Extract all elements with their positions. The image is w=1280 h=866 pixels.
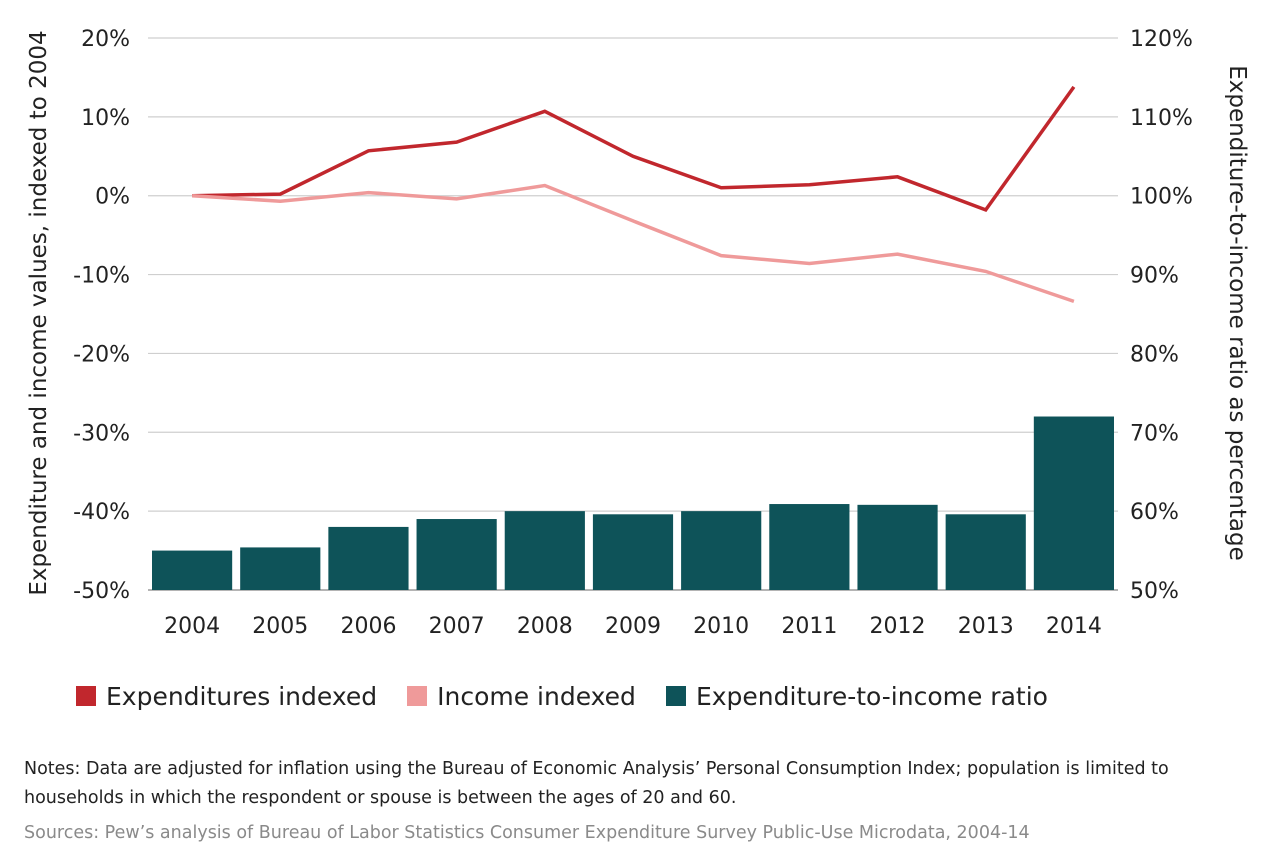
x-tick-label: 2014 [1046,614,1102,639]
legend-swatch-ratio [665,686,686,706]
y-right-tick-label: 90% [1130,264,1179,289]
y-right-tick-label: 120% [1130,27,1193,52]
y-right-tick-label: 70% [1130,421,1179,446]
y-axis-right-label: Expenditure-to-income ratio as percentag… [1224,65,1250,561]
legend-label-ratio: Expenditure-to-income ratio [695,681,1048,711]
sources: Sources: Pew’s analysis of Bureau of Lab… [24,823,1030,843]
y-right-tick-label: 110% [1130,106,1193,131]
y-left-tick-label: -30% [73,421,130,446]
y-left-tick-label: -20% [73,342,130,367]
y-left-tick-label: 20% [81,27,130,52]
y-right-tick-label: 60% [1130,500,1179,525]
tick-labels: 20% 10% 0% -10% -20% -30% -40% -50% 120% 110% 100%… [73,27,1193,639]
legend-label-income: Income indexed [437,681,636,711]
lines [191,85,1076,304]
y-axis-left-label: Expenditure and income values, indexed t… [26,30,52,595]
legend: Expenditures indexed Income indexed Expe… [76,676,1078,716]
x-tick-label: 2009 [605,614,661,639]
bar [416,519,497,590]
legend-item-income: Income indexed [407,682,636,711]
expenditures-indexed-line [192,85,1076,213]
x-tick-label: 2006 [340,614,396,639]
y-left-tick-label: -50% [73,579,130,604]
gridlines [148,37,1118,591]
bar [1033,416,1114,590]
x-tick-label: 2013 [958,614,1014,639]
bar [152,550,233,590]
legend-label-expenditures: Expenditures indexed [106,681,378,711]
y-left-tick-label: -10% [73,264,130,289]
legend-item-expenditures: Expenditures indexed [76,682,377,711]
x-tick-label: 2004 [164,614,220,639]
bar [681,511,762,590]
chart: 20% 10% 0% -10% -20% -30% -40% -50% 120% 110% 100%… [26,27,1250,639]
y-right-tick-label: 50% [1130,579,1179,604]
x-tick-label: 2008 [517,614,573,639]
bar [857,504,938,590]
bar [328,526,409,590]
x-tick-label: 2007 [429,614,485,639]
x-tick-label: 2010 [693,614,749,639]
legend-swatch-expenditures [76,686,96,706]
bars [152,416,1114,590]
bar [945,514,1026,590]
y-left-tick-label: 0% [95,185,130,210]
bar [769,504,850,590]
income-indexed-line [191,183,1075,304]
x-tick-label: 2011 [781,614,837,639]
x-tick-label: 2012 [870,614,926,639]
notes: Notes: Data are adjusted for inflation u… [24,759,1169,808]
y-right-tick-label: 100% [1130,185,1193,210]
y-left-tick-label: 10% [81,106,130,131]
y-left-tick-label: -40% [73,500,130,525]
legend-swatch-income [407,686,428,706]
bar [592,514,674,590]
x-tick-label: 2005 [252,614,308,639]
bar [504,511,585,590]
legend-item-ratio: Expenditure-to-income ratio [665,681,1048,711]
y-right-tick-label: 80% [1130,342,1179,367]
bar [240,547,321,590]
